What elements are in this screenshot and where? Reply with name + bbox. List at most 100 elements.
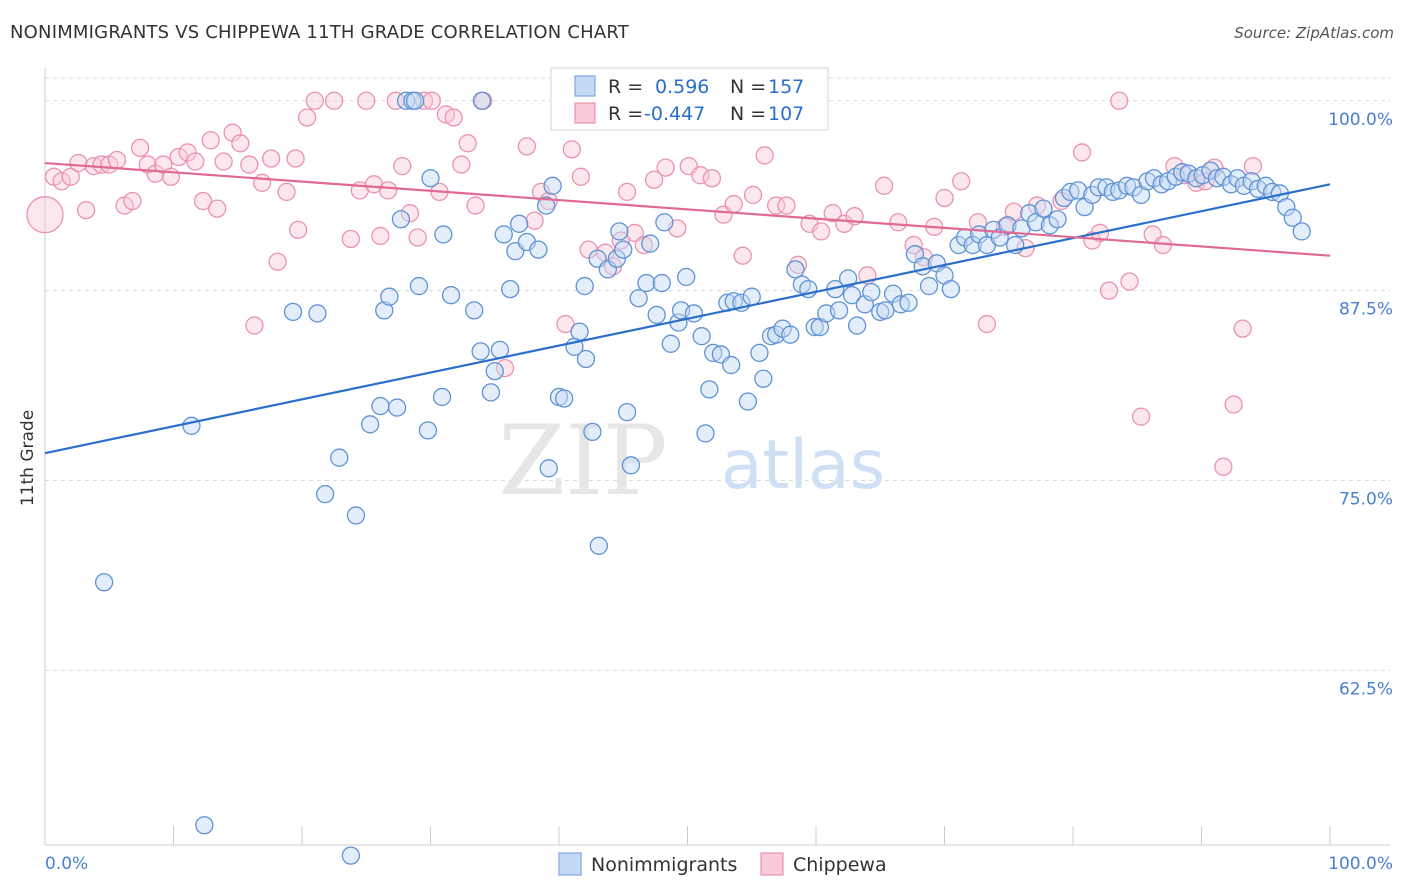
nonimmigrant-point bbox=[998, 216, 1017, 235]
chippewa-point bbox=[341, 229, 360, 249]
nonimmigrant-point bbox=[750, 343, 769, 363]
legend-r-label-2: R = bbox=[608, 103, 643, 125]
chippewa-point bbox=[324, 91, 344, 110]
chippewa-point bbox=[240, 155, 259, 174]
nonimmigrant-point bbox=[722, 355, 741, 375]
chippewa-point bbox=[69, 153, 88, 173]
nonimmigrant-point bbox=[614, 240, 633, 259]
y-tick-label: 75.0% bbox=[1339, 489, 1393, 509]
chippewa-point bbox=[935, 188, 954, 208]
nonimmigrants-trend-line bbox=[44, 183, 1331, 455]
watermark-zip: ZIP bbox=[498, 405, 667, 517]
chippewa-point bbox=[724, 194, 743, 214]
nonimmigrant-point bbox=[1026, 213, 1045, 232]
nonimmigrant-point bbox=[696, 424, 715, 443]
series-legend: Nonimmigrants Chippewa bbox=[558, 852, 887, 876]
chippewa-point bbox=[767, 196, 786, 215]
nonimmigrant-point bbox=[471, 342, 490, 361]
chippewa-point bbox=[811, 222, 831, 241]
nonimmigrant-point bbox=[539, 459, 558, 478]
chippewa-point bbox=[977, 314, 997, 334]
chippewa-point bbox=[231, 134, 250, 153]
nonimmigrant-point bbox=[781, 325, 800, 344]
nonimmigrants-points bbox=[94, 91, 1311, 865]
chippewa-point bbox=[214, 152, 233, 171]
nonimmigrant-point bbox=[847, 316, 867, 335]
nonimmigrant-point bbox=[641, 234, 660, 253]
series-legend-swatch-chippewa bbox=[760, 852, 784, 876]
nonimmigrant-point bbox=[655, 213, 674, 232]
nonimmigrant-point bbox=[842, 286, 862, 305]
chippewa-trend-line bbox=[44, 161, 1331, 257]
nonimmigrant-point bbox=[963, 235, 982, 255]
legend-n-label-2: N = bbox=[730, 103, 766, 125]
nonimmigrant-point bbox=[1277, 197, 1296, 217]
nonimmigrant-point bbox=[805, 317, 824, 337]
chippewa-point bbox=[52, 172, 71, 191]
nonimmigrant-point bbox=[704, 343, 723, 363]
nonimmigrant-point bbox=[481, 383, 501, 402]
chippewa-point bbox=[130, 138, 150, 158]
nonimmigrant-point bbox=[554, 389, 574, 408]
y-tick-label: 100.0% bbox=[1328, 110, 1393, 130]
chippewa-point bbox=[625, 223, 644, 243]
nonimmigrant-point bbox=[692, 327, 711, 346]
chippewa-point bbox=[733, 246, 752, 265]
chippewa-point bbox=[76, 200, 96, 220]
chippewa-point bbox=[1072, 143, 1092, 162]
chippewa-point bbox=[262, 149, 281, 168]
chippewa-point bbox=[874, 176, 894, 195]
nonimmigrant-point bbox=[742, 287, 761, 306]
nonimmigrant-point bbox=[576, 349, 596, 369]
chippewa-point bbox=[1110, 91, 1129, 110]
chippewa-point bbox=[466, 196, 485, 215]
nonimmigrant-point bbox=[589, 536, 608, 555]
legend-n-value-2: 107 bbox=[768, 103, 804, 125]
chippewa-point bbox=[702, 169, 722, 188]
y-axis-title: 11th Grade bbox=[18, 410, 38, 506]
chippewa-point bbox=[201, 131, 220, 150]
nonimmigrant-point bbox=[617, 402, 637, 422]
chippewa-point bbox=[357, 91, 376, 110]
nonimmigrant-point bbox=[195, 816, 214, 835]
chippewa-point bbox=[556, 314, 575, 334]
nonimmigrant-point bbox=[472, 91, 492, 110]
chippewa-point bbox=[26, 196, 64, 234]
nonimmigrant-point bbox=[1283, 208, 1302, 227]
chippewa-point bbox=[61, 167, 80, 186]
nonimmigrant-point bbox=[891, 295, 910, 314]
chippewa-point bbox=[408, 228, 427, 247]
chippewa-point bbox=[823, 204, 842, 223]
series-legend-swatch-nonimmigrants bbox=[558, 852, 582, 876]
chippewa-point bbox=[107, 150, 127, 170]
legend-swatch-blue bbox=[574, 75, 596, 97]
chippewa-point bbox=[393, 156, 412, 176]
nonimmigrant-point bbox=[1020, 204, 1039, 223]
watermark-atlas: atlas bbox=[721, 426, 885, 505]
nonimmigrant-point bbox=[607, 249, 626, 268]
nonimmigrant-point bbox=[529, 240, 548, 259]
nonimmigrant-point bbox=[1292, 222, 1311, 241]
nonimmigrant-point bbox=[315, 485, 335, 504]
nonimmigrant-point bbox=[652, 273, 671, 293]
nonimmigrant-point bbox=[537, 196, 556, 215]
chippewa-point bbox=[634, 235, 653, 255]
nonimmigrant-point bbox=[919, 276, 939, 296]
chippewa-point bbox=[305, 91, 325, 110]
nonimmigrant-point bbox=[485, 361, 504, 381]
nonimmigrant-point bbox=[1068, 181, 1088, 200]
chippewa-point bbox=[268, 252, 287, 271]
legend-r-label-1: R = bbox=[608, 76, 643, 98]
legend-r-value-2: -0.447 bbox=[644, 103, 705, 125]
chippewa-point bbox=[186, 152, 205, 171]
chart-title: NONIMMIGRANTS VS CHIPPEWA 11TH GRADE COR… bbox=[10, 22, 629, 43]
nonimmigrant-point bbox=[629, 289, 648, 308]
nonimmigrant-point bbox=[346, 506, 366, 525]
nonimmigrant-point bbox=[501, 279, 520, 299]
nonimmigrant-point bbox=[583, 422, 602, 442]
chippewa-point bbox=[444, 108, 463, 127]
legend-box-frame bbox=[550, 67, 829, 131]
nonimmigrant-point bbox=[182, 416, 201, 435]
correlation-legend: R = 0.596 N = 157 R = -0.447 N = 107 bbox=[550, 67, 829, 131]
nonimmigrant-point bbox=[441, 286, 461, 305]
